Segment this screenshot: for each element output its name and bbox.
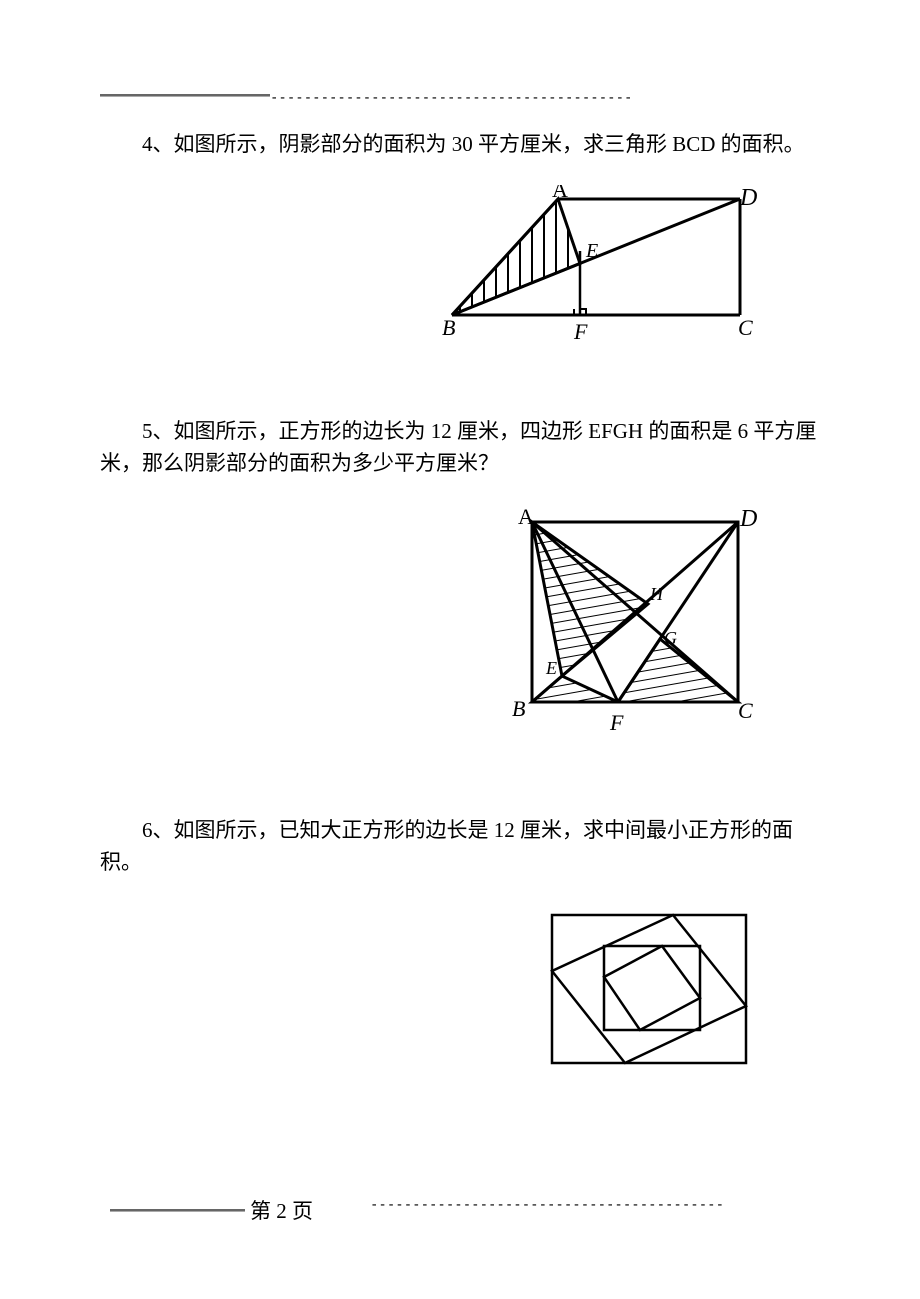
label-F5: F <box>609 710 624 735</box>
question-5-text-1: 5、如图所示，正方形的边长为 12 厘米，四边形 EFGH 的面积是 6 平方厘 <box>100 415 820 448</box>
label-G5: G <box>664 628 677 648</box>
figure-6-wrap <box>100 903 820 1073</box>
label-E: E <box>585 240 598 262</box>
figure-6 <box>530 903 760 1073</box>
question-6-text-2: 积。 <box>100 846 820 879</box>
top-divider-dashes: ----------------------------------------… <box>270 90 632 106</box>
page-footer: 第 2 页 ----------------------------------… <box>100 1195 820 1219</box>
label-C: C <box>738 315 753 340</box>
question-4: 4、如图所示，阴影部分的面积为 30 平方厘米，求三角形 BCD 的面积。 <box>100 128 820 161</box>
footer-dashes: ----------------------------------------… <box>370 1197 724 1213</box>
label-E5: E <box>545 658 557 678</box>
top-divider-line <box>100 94 270 97</box>
figure-5: A D B C E F G H <box>500 504 760 744</box>
footer-page-label: 第 2 页 <box>250 1195 313 1225</box>
question-5: 5、如图所示，正方形的边长为 12 厘米，四边形 EFGH 的面积是 6 平方厘… <box>100 415 820 480</box>
label-F: F <box>573 319 588 344</box>
label-B5: B <box>512 696 525 721</box>
question-6-text-1: 6、如图所示，已知大正方形的边长是 12 厘米，求中间最小正方形的面 <box>100 814 820 847</box>
page-content: 4、如图所示，阴影部分的面积为 30 平方厘米，求三角形 BCD 的面积。 <box>100 128 820 1093</box>
figure-5-wrap: A D B C E F G H <box>100 504 820 744</box>
figure-4-wrap: A D B C E F <box>100 185 820 345</box>
figure-4: A D B C E F <box>440 185 760 345</box>
label-D5: D <box>739 506 757 532</box>
top-divider: ----------------------------------------… <box>100 88 820 100</box>
question-6: 6、如图所示，已知大正方形的边长是 12 厘米，求中间最小正方形的面 积。 <box>100 814 820 879</box>
label-B: B <box>442 315 455 340</box>
label-H5: H <box>649 584 664 604</box>
label-A5: A <box>518 504 534 529</box>
question-4-text: 4、如图所示，阴影部分的面积为 30 平方厘米，求三角形 BCD 的面积。 <box>100 128 820 161</box>
footer-line <box>110 1209 245 1212</box>
question-5-text-2: 米，那么阴影部分的面积为多少平方厘米？ <box>100 447 820 480</box>
label-D: D <box>739 185 757 211</box>
label-A: A <box>552 185 568 202</box>
label-C5: C <box>738 698 753 723</box>
